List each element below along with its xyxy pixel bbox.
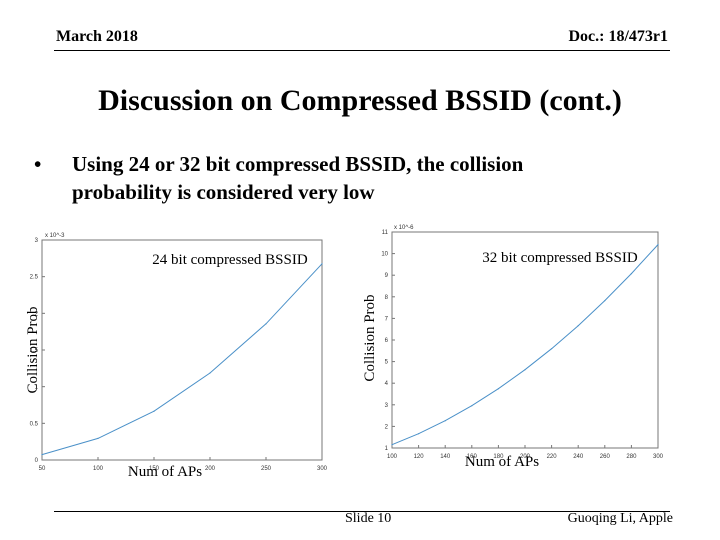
y-tick-label: 0.5 [30, 421, 39, 427]
footer-slide-number: Slide 10 [345, 511, 392, 526]
x-tick-label: 180 [493, 454, 504, 460]
data-point [630, 273, 633, 275]
x-tick-label: 200 [520, 454, 531, 460]
x-tick-label: 250 [261, 466, 272, 472]
data-point [471, 405, 473, 407]
data-point [577, 325, 579, 327]
x-tick-label: 120 [414, 454, 425, 460]
y-exponent-label: x 10^-6 [394, 225, 414, 231]
data-point [209, 372, 211, 374]
data-point [551, 348, 553, 350]
y-tick-label: 4 [385, 381, 389, 387]
x-tick-label: 150 [149, 466, 160, 472]
y-tick-label: 3 [35, 238, 39, 244]
data-point [497, 388, 499, 390]
data-point [153, 410, 155, 412]
series-line [41, 263, 323, 456]
footer-rule [54, 511, 670, 512]
y-tick-label: 2.5 [30, 275, 39, 281]
x-tick-label: 200 [205, 466, 216, 472]
y-tick-label: 8 [385, 295, 389, 301]
chart-title: 32 bit compressed BSSID [482, 250, 638, 266]
plot-frame [41, 239, 323, 461]
y-tick-label: 1 [385, 446, 389, 452]
header-date: March 2018 [56, 28, 138, 45]
x-tick-label: 240 [573, 454, 584, 460]
footer-author: Guoqing Li, Apple [567, 511, 673, 526]
chart-32bit: 100 120 140 160 180 200 220 240 260 280 300 1 2 3 4 5 6 7… [362, 225, 664, 470]
bullet-line-2: probability is considered very low [72, 180, 375, 204]
bullet-point: • Using 24 or 32 bit compressed BSSID, t… [34, 150, 674, 206]
slide-title: Discussion on Compressed BSSID (cont.) [98, 84, 622, 117]
chart-title: 24 bit compressed BSSID [152, 252, 308, 268]
data-point [524, 369, 526, 371]
y-tick-label: 7 [385, 316, 389, 322]
charts-area: 50 100 150 200 250 300 0 0.5 1 1.5 2 2.5 3 x 10^-3 24 … [25, 225, 664, 480]
data-point [604, 300, 606, 302]
data-point [418, 433, 420, 435]
data-point [444, 420, 446, 422]
x-tick-label: 50 [39, 466, 46, 472]
y-tick-label: 5 [385, 360, 389, 366]
y-tick-label: 6 [385, 338, 389, 344]
bullet-line-1: Using 24 or 32 bit compressed BSSID, the… [72, 152, 524, 176]
bullet-dot-icon: • [34, 152, 42, 176]
data-point [41, 454, 43, 456]
y-tick-label: 10 [381, 252, 388, 258]
data-point [265, 323, 267, 325]
x-tick-label: 100 [93, 466, 104, 472]
series-line [391, 244, 659, 446]
y-tick-label: 11 [382, 230, 389, 236]
data-point [321, 263, 323, 265]
y-axis-title: Collision Prob [25, 306, 41, 393]
x-tick-label: 100 [387, 454, 398, 460]
header-rule [54, 50, 670, 51]
x-tick-label: 300 [317, 466, 328, 472]
y-tick-label: 2 [385, 424, 389, 430]
y-tick-label: 0 [35, 458, 39, 464]
x-axis-title: Num of APs [465, 454, 539, 470]
data-point [657, 243, 659, 246]
data-point [97, 437, 99, 439]
x-tick-label: 280 [626, 454, 637, 460]
y-tick-label: 1.5 [30, 348, 39, 354]
y-axis-title: Collision Prob [362, 294, 378, 381]
y-tick-label: 2 [35, 311, 39, 317]
y-tick-label: 3 [385, 403, 389, 409]
x-tick-label: 160 [467, 454, 478, 460]
header-doc-id: Doc.: 18/473r1 [568, 28, 668, 45]
x-axis-title: Num of APs [128, 464, 202, 480]
chart-24bit: 50 100 150 200 250 300 0 0.5 1 1.5 2 2.5 3 x 10^-3 24 … [25, 233, 328, 480]
y-exponent-label: x 10^-3 [45, 233, 65, 239]
data-point [391, 444, 393, 446]
x-tick-label: 300 [653, 454, 664, 460]
x-tick-label: 140 [440, 454, 451, 460]
x-tick-label: 260 [600, 454, 611, 460]
x-tick-label: 220 [547, 454, 558, 460]
y-tick-label: 9 [385, 273, 389, 279]
y-tick-label: 1 [35, 385, 39, 391]
